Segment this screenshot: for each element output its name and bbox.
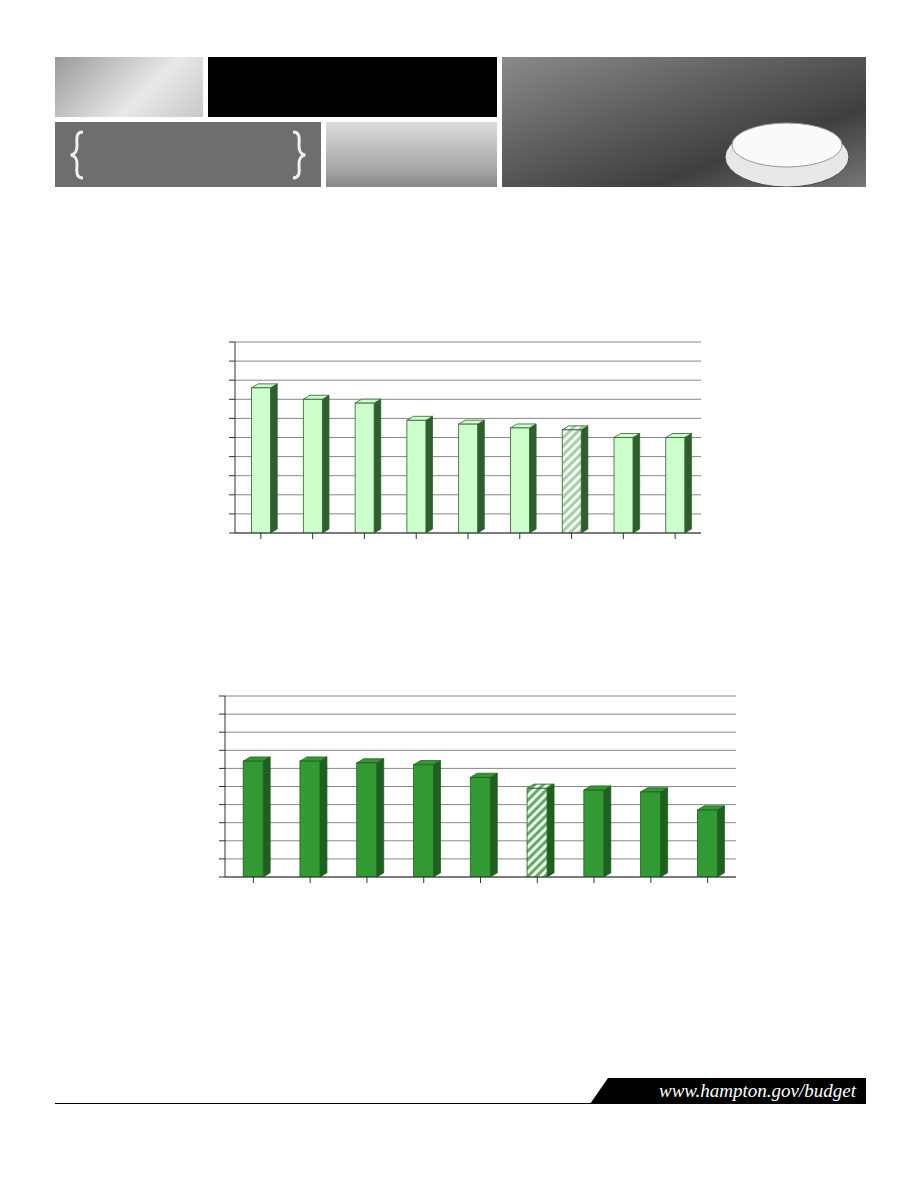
svg-text:www.hampton.gov/budget: www.hampton.gov/budget bbox=[659, 1080, 857, 1101]
